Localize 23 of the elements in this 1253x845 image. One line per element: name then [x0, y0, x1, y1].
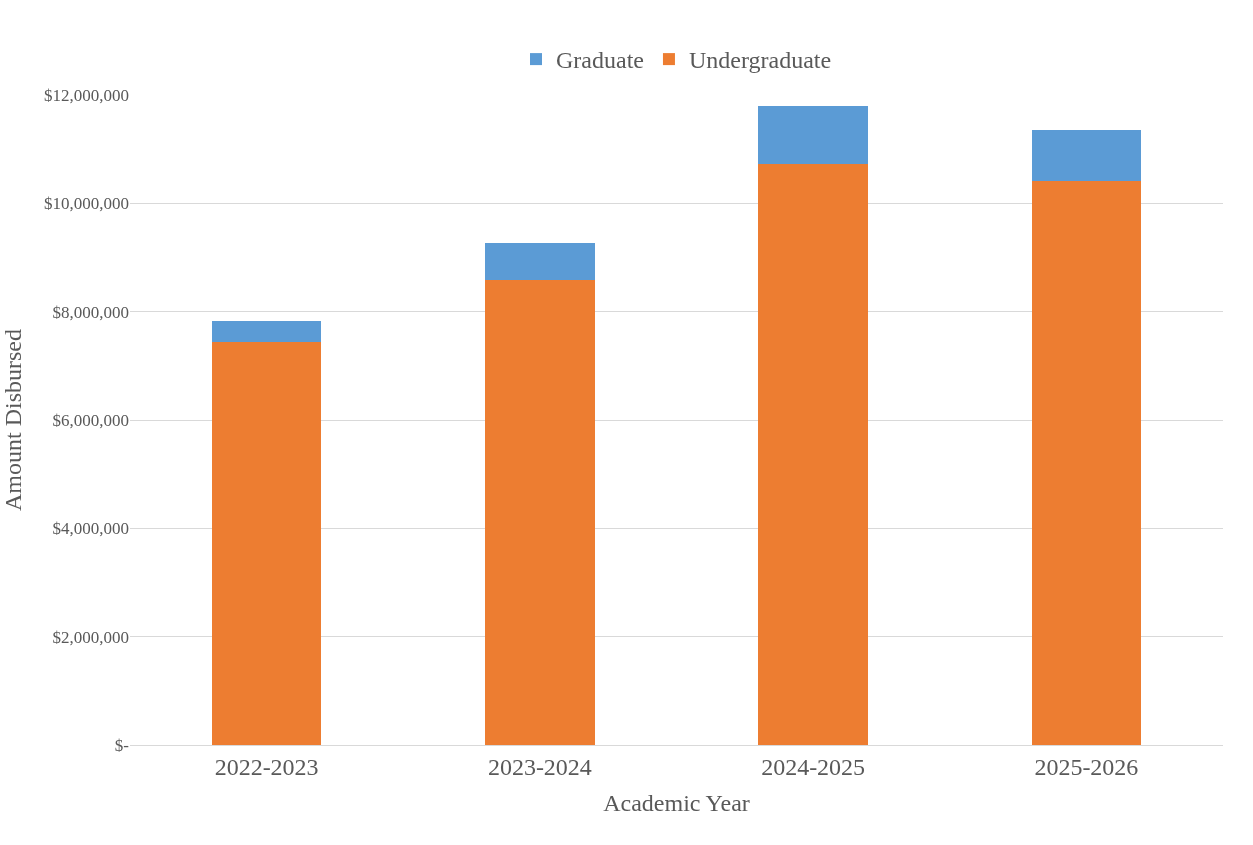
x-tick-label: 2023-2024 [487, 753, 592, 780]
bar [485, 279, 595, 745]
y-tick-label: $8,000,000 [52, 302, 129, 322]
x-axis-title: Academic Year [603, 790, 750, 817]
bar [758, 106, 868, 164]
x-tick-label: 2022-2023 [214, 753, 319, 780]
y-tick-label: $4,000,000 [52, 519, 129, 539]
y-tick-label: $- [114, 735, 130, 755]
x-tick-label: 2025-2026 [1034, 753, 1139, 780]
bar [211, 320, 322, 342]
y-tick-label: $12,000,000 [44, 85, 129, 105]
x-tick-label: 2024-2025 [761, 753, 866, 780]
y-tick-label: $2,000,000 [52, 627, 129, 647]
bar [485, 242, 595, 280]
y-axis-title: Amount Disbursed [0, 329, 27, 511]
y-tick-label: $6,000,000 [52, 410, 129, 430]
bar [1031, 129, 1142, 181]
y-tick-label: $10,000,000 [44, 194, 129, 214]
bar [758, 163, 868, 745]
legend-label: Undergraduate [688, 47, 832, 74]
legend-label: Graduate [556, 47, 644, 74]
bar [211, 342, 322, 745]
bar [1031, 180, 1142, 745]
